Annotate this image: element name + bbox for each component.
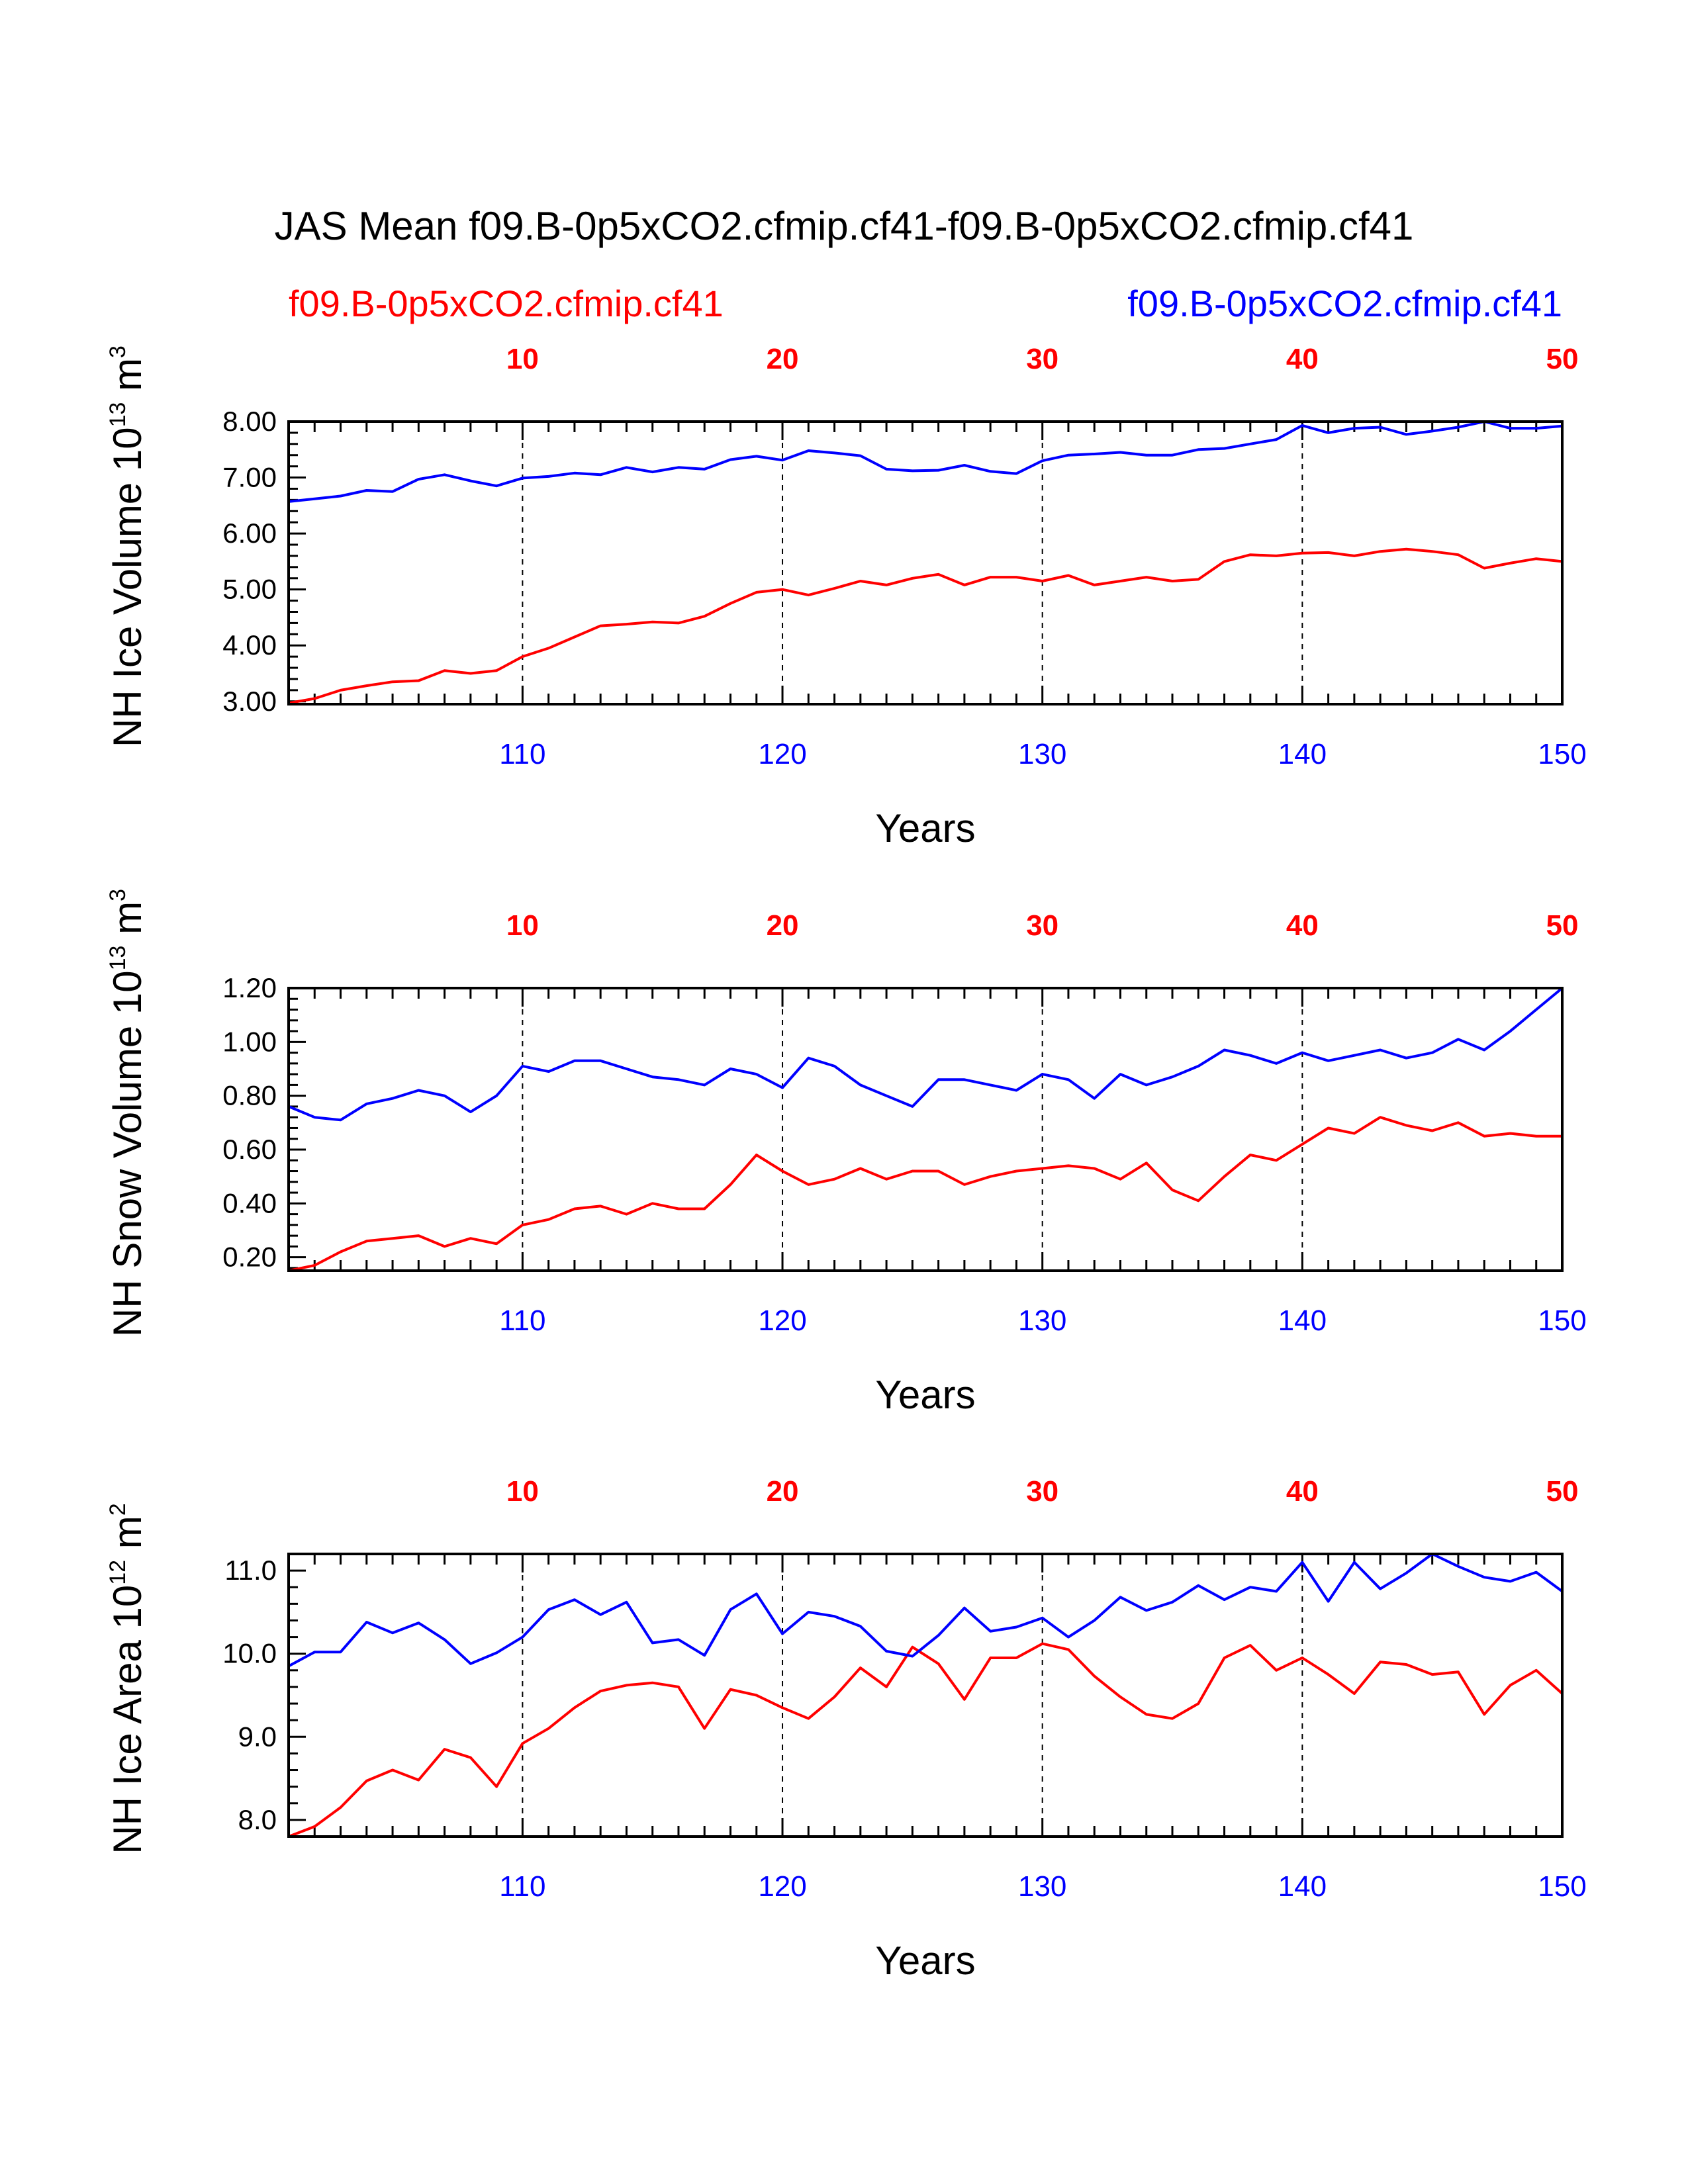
legend-left-label: f09.B-0p5xCO2.cfmip.cf41 — [289, 283, 724, 324]
top-tick-label: 20 — [767, 909, 799, 942]
y-tick-label: 4.00 — [222, 629, 277, 660]
x-axis-label: Years — [875, 1938, 975, 1983]
x-tick-label: 140 — [1278, 1870, 1327, 1903]
y-axis-label: NH Ice Area 1012 m2 — [105, 1503, 150, 1854]
series-line-red — [288, 547, 1563, 705]
y-tick-label: 0.60 — [222, 1134, 277, 1165]
y-tick-label: 0.40 — [222, 1187, 277, 1218]
top-tick-label: 10 — [506, 343, 539, 375]
y-tick-label: 9.0 — [238, 1721, 277, 1752]
top-tick-label: 40 — [1286, 909, 1319, 942]
x-tick-label: 120 — [758, 1870, 806, 1903]
x-tick-label: 150 — [1538, 738, 1586, 770]
x-tick-label: 120 — [758, 738, 806, 770]
y-tick-label: 11.0 — [224, 1555, 277, 1586]
top-tick-label: 20 — [767, 1475, 799, 1508]
x-axis-label: Years — [875, 1373, 975, 1417]
plot-frame — [287, 420, 1564, 705]
x-tick-label: 150 — [1538, 1870, 1586, 1903]
x-tick-label: 140 — [1278, 1304, 1327, 1337]
x-axis-label: Years — [875, 806, 975, 850]
x-tick-label: 140 — [1278, 738, 1327, 770]
y-tick-label: 3.00 — [222, 686, 277, 717]
top-tick-label: 50 — [1546, 909, 1579, 942]
x-tick-label: 130 — [1018, 1304, 1066, 1337]
plot-frame — [287, 1553, 1564, 1838]
figure-title: JAS Mean f09.B-0p5xCO2.cfmip.cf41-f09.B-… — [275, 204, 1414, 248]
y-tick-label: 6.00 — [222, 518, 277, 549]
y-tick-label: 0.80 — [222, 1080, 277, 1111]
series-line-red — [288, 1116, 1562, 1272]
panels: 3.00 4.00 5.00 6.00 7.00 8.00 110 120 130 140 150 1… — [105, 343, 1587, 1983]
y-tick-label: 7.00 — [222, 462, 277, 493]
y-tick-label: 8.0 — [238, 1804, 277, 1835]
x-tick-label: 120 — [758, 1304, 806, 1337]
top-tick-label: 30 — [1026, 909, 1058, 942]
y-tick-label: 8.00 — [222, 406, 277, 437]
series-line-blue — [288, 1553, 1564, 1668]
x-tick-label: 110 — [499, 1870, 545, 1903]
x-tick-label: 150 — [1538, 1304, 1586, 1337]
legend-right-label: f09.B-0p5xCO2.cfmip.cf41 — [1127, 283, 1562, 324]
top-tick-label: 40 — [1286, 1475, 1319, 1508]
y-tick-label: 1.00 — [222, 1026, 277, 1057]
top-tick-label: 50 — [1546, 1475, 1579, 1508]
top-tick-label: 50 — [1546, 343, 1579, 375]
top-tick-label: 30 — [1026, 1475, 1058, 1508]
y-tick-label: 0.20 — [222, 1242, 277, 1273]
top-tick-label: 10 — [506, 1475, 539, 1508]
y-axis-label: NH Ice Volume 1013 m3 — [105, 345, 150, 747]
y-tick-label: 1.20 — [222, 972, 277, 1003]
series-line-blue — [288, 420, 1563, 503]
x-tick-label: 130 — [1018, 738, 1066, 770]
y-axis-label: NH Snow Volume 1013 m3 — [105, 889, 150, 1337]
x-tick-label: 110 — [499, 738, 545, 770]
x-tick-label: 110 — [499, 1304, 545, 1337]
x-tick-label: 130 — [1018, 1870, 1066, 1903]
top-tick-label: 20 — [767, 343, 799, 375]
series-line-red — [288, 1642, 1564, 1838]
y-tick-label: 10.0 — [222, 1638, 277, 1669]
panel-2: 0.20 0.40 0.60 0.80 1.00 1.20 110 120 130 140 150 1… — [105, 889, 1587, 1417]
series-line-blue — [288, 987, 1564, 1122]
plot-frame — [287, 987, 1564, 1272]
y-tick-label: 5.00 — [222, 574, 277, 605]
panel-1: 3.00 4.00 5.00 6.00 7.00 8.00 110 120 130 140 150 1… — [105, 343, 1587, 850]
panel-3: 8.0 9.0 10.0 11.0 110 120 130 140 150 10 20 30 40 50 Y… — [105, 1475, 1587, 1983]
top-tick-label: 10 — [506, 909, 539, 942]
top-tick-label: 30 — [1026, 343, 1058, 375]
top-tick-label: 40 — [1286, 343, 1319, 375]
